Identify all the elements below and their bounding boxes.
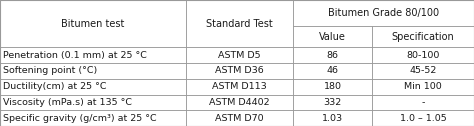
Bar bbox=[372, 63, 474, 79]
Text: Viscosity (mPa.s) at 135 °C: Viscosity (mPa.s) at 135 °C bbox=[3, 98, 132, 107]
Bar bbox=[372, 94, 474, 110]
Bar bbox=[0, 0, 186, 47]
Text: ASTM D113: ASTM D113 bbox=[212, 82, 267, 91]
Text: Value: Value bbox=[319, 32, 346, 42]
Bar bbox=[372, 79, 474, 94]
Text: ASTM D36: ASTM D36 bbox=[215, 66, 264, 75]
Bar bbox=[293, 79, 372, 94]
Text: 180: 180 bbox=[324, 82, 342, 91]
Bar bbox=[186, 47, 293, 63]
Text: 80-100: 80-100 bbox=[406, 51, 440, 60]
Text: Penetration (0.1 mm) at 25 °C: Penetration (0.1 mm) at 25 °C bbox=[3, 51, 147, 60]
Text: 46: 46 bbox=[327, 66, 338, 75]
Bar bbox=[293, 94, 372, 110]
Text: ASTM D5: ASTM D5 bbox=[218, 51, 261, 60]
Text: 332: 332 bbox=[323, 98, 342, 107]
Text: Ductility(cm) at 25 °C: Ductility(cm) at 25 °C bbox=[3, 82, 106, 91]
Text: Standard Test: Standard Test bbox=[206, 19, 273, 29]
Bar bbox=[0, 94, 186, 110]
Bar bbox=[293, 0, 474, 26]
Bar bbox=[186, 63, 293, 79]
Bar bbox=[0, 79, 186, 94]
Bar bbox=[293, 47, 372, 63]
Text: 86: 86 bbox=[327, 51, 338, 60]
Text: ASTM D4402: ASTM D4402 bbox=[209, 98, 270, 107]
Bar bbox=[372, 47, 474, 63]
Text: ASTM D70: ASTM D70 bbox=[215, 114, 264, 123]
Text: Specification: Specification bbox=[392, 32, 455, 42]
Bar bbox=[186, 79, 293, 94]
Bar bbox=[293, 110, 372, 126]
Bar bbox=[186, 0, 293, 47]
Text: -: - bbox=[421, 98, 425, 107]
Text: 45-52: 45-52 bbox=[410, 66, 437, 75]
Bar bbox=[0, 110, 186, 126]
Text: Bitumen test: Bitumen test bbox=[61, 19, 125, 29]
Text: Min 100: Min 100 bbox=[404, 82, 442, 91]
Bar bbox=[293, 26, 372, 47]
Text: Bitumen Grade 80/100: Bitumen Grade 80/100 bbox=[328, 8, 439, 18]
Bar bbox=[372, 26, 474, 47]
Bar bbox=[0, 63, 186, 79]
Bar bbox=[293, 63, 372, 79]
Text: Softening point (°C): Softening point (°C) bbox=[3, 66, 97, 75]
Bar bbox=[372, 110, 474, 126]
Text: Specific gravity (g/cm³) at 25 °C: Specific gravity (g/cm³) at 25 °C bbox=[3, 114, 156, 123]
Bar bbox=[186, 110, 293, 126]
Bar bbox=[0, 47, 186, 63]
Text: 1.03: 1.03 bbox=[322, 114, 343, 123]
Text: 1.0 – 1.05: 1.0 – 1.05 bbox=[400, 114, 447, 123]
Bar bbox=[186, 94, 293, 110]
